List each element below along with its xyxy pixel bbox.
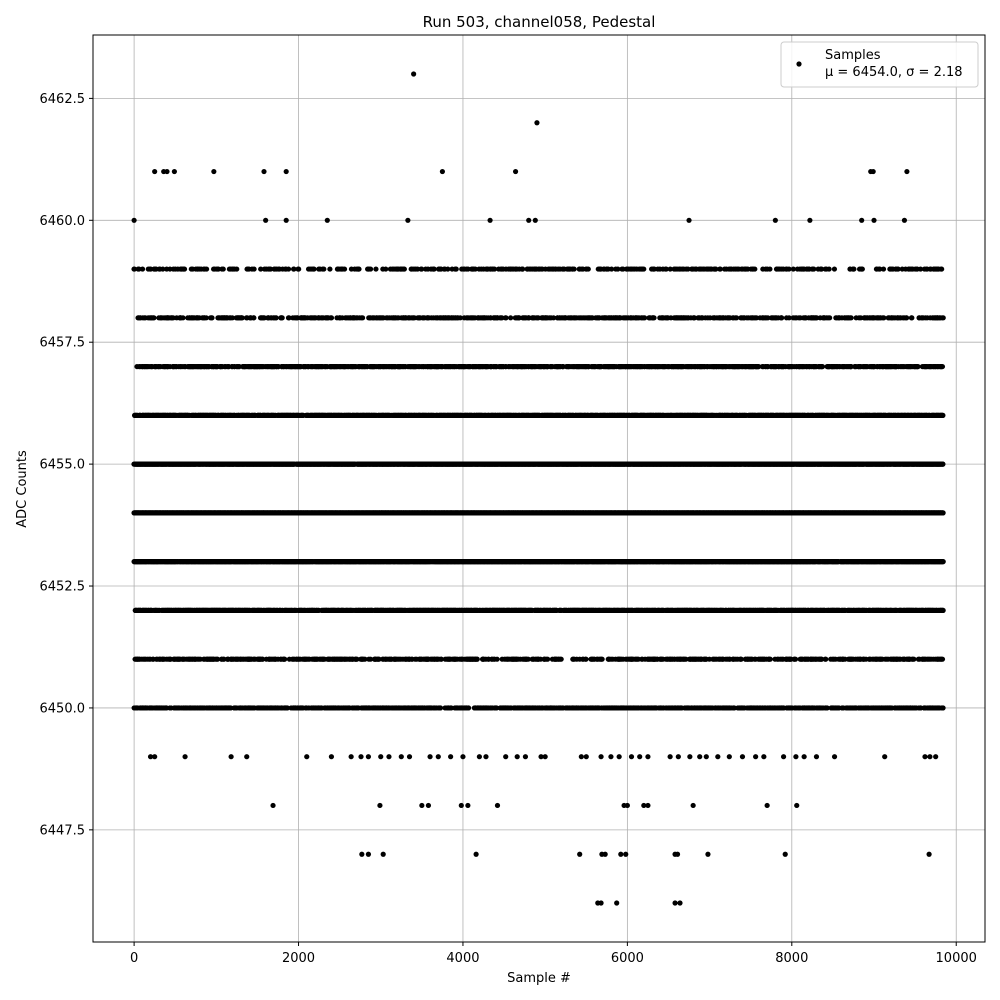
data-point (437, 705, 444, 711)
data-point (792, 656, 799, 662)
data-point (215, 656, 221, 662)
data-point (767, 656, 773, 662)
data-point (362, 656, 368, 662)
data-point (545, 656, 551, 662)
data-point (939, 656, 946, 662)
data-point (260, 656, 266, 662)
data-point (367, 656, 374, 662)
data-point (940, 607, 946, 614)
data-point (583, 656, 589, 662)
data-point (911, 656, 917, 662)
data-point (474, 656, 480, 662)
data-points (131, 71, 946, 906)
data-point (354, 656, 360, 662)
data-point (824, 705, 830, 711)
data-point (284, 705, 291, 711)
data-point (438, 656, 444, 662)
data-point (282, 656, 288, 662)
data-point (466, 705, 472, 711)
data-point (599, 656, 605, 662)
data-point (558, 656, 564, 662)
data-point (940, 705, 946, 711)
data-point (823, 656, 829, 662)
data-point (940, 559, 946, 565)
data-point (376, 656, 382, 662)
data-point (494, 656, 500, 662)
data-point (493, 705, 500, 711)
